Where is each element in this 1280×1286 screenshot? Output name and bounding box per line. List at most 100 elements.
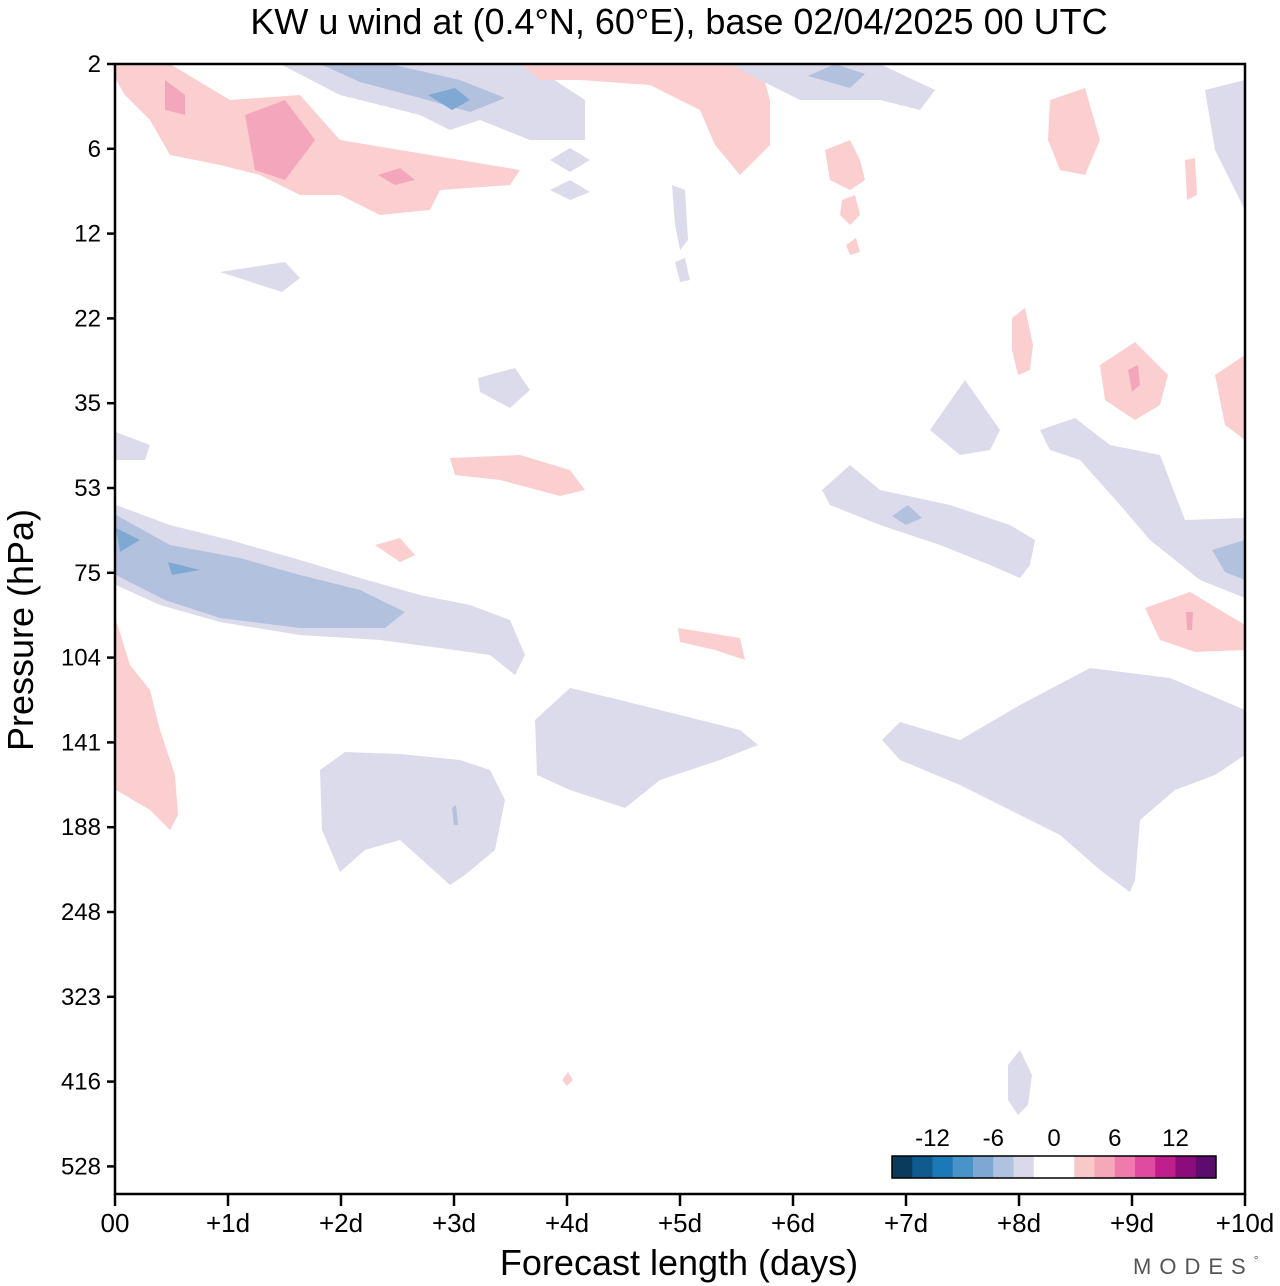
contour-region-negative: [892, 505, 922, 525]
contour-region-negative: [822, 465, 1035, 578]
x-tick-label: +1d: [206, 1208, 250, 1238]
colorbar-swatch: [1135, 1156, 1156, 1178]
y-axis-label: Pressure (hPa): [0, 509, 41, 751]
colorbar-swatch: [1114, 1156, 1136, 1178]
y-tick-label: 528: [61, 1153, 101, 1180]
x-tick-label: +2d: [319, 1208, 363, 1238]
x-tick-label: +5d: [658, 1208, 702, 1238]
colorbar-swatch: [1175, 1156, 1197, 1178]
contour-region-positive: [840, 195, 860, 225]
contour-region-negative: [220, 262, 300, 292]
chart-title: KW u wind at (0.4°N, 60°E), base 02/04/2…: [250, 1, 1107, 42]
y-axis: 2 6 12 22 35 53 75 104 141 188 248 323 416 528: [61, 51, 115, 1180]
contour-region-positive: [116, 620, 178, 830]
x-tick-label: +7d: [884, 1208, 928, 1238]
x-tick-label: +6d: [771, 1208, 815, 1238]
contour-region-positive: [678, 628, 745, 660]
contour-region-positive: [245, 100, 315, 180]
colorbar: -12 -6 0 6 12: [891, 1125, 1217, 1179]
contour-region-positive: [375, 538, 415, 562]
contour-region-positive: [1215, 355, 1245, 440]
contour-region-negative: [882, 668, 1245, 892]
contour-region-negative: [428, 88, 470, 110]
y-tick-label: 248: [61, 899, 101, 926]
x-tick-label: +4d: [545, 1208, 589, 1238]
contour-region-negative: [550, 148, 590, 172]
x-tick-label: +3d: [432, 1208, 476, 1238]
contour-region-positive: [1185, 158, 1197, 200]
x-tick-label: 00: [101, 1208, 130, 1238]
x-tick-label: +8d: [997, 1208, 1041, 1238]
contour-region-negative: [1212, 540, 1245, 580]
contour-region-negative: [672, 185, 688, 250]
y-tick-label: 75: [74, 560, 101, 587]
contour-region-negative: [280, 64, 585, 140]
contour-region-negative: [116, 432, 150, 460]
colorbar-swatch: [1013, 1156, 1035, 1178]
contour-region-positive: [846, 238, 860, 255]
contour-region-positive: [562, 1072, 573, 1086]
colorbar-tick-label: 0: [1047, 1125, 1060, 1152]
colorbar-swatch: [892, 1156, 913, 1178]
contour-region-negative: [808, 64, 865, 88]
contour-region-negative: [675, 258, 690, 282]
y-tick-label: 53: [74, 475, 101, 502]
colorbar-swatch: [973, 1156, 994, 1178]
x-tick-label: +9d: [1110, 1208, 1154, 1238]
colorbar-tick-label: -12: [915, 1125, 950, 1152]
contour-region-negative: [535, 688, 758, 808]
contour-region-negative: [550, 180, 590, 200]
y-tick-label: 416: [61, 1069, 101, 1096]
x-axis: 00 +1d +2d +3d +4d +5d +6d +7d +8d +9d +10d: [101, 1194, 1275, 1238]
colorbar-swatch: [993, 1156, 1014, 1178]
y-tick-label: 104: [61, 645, 101, 672]
colorbar-frame: [891, 1155, 1217, 1179]
contour-region-positive: [1048, 88, 1100, 175]
colorbar-tick-label: 12: [1162, 1125, 1189, 1152]
y-tick-label: 323: [61, 984, 101, 1011]
y-tick-label: 188: [61, 814, 101, 841]
colorbar-swatch: [1094, 1156, 1116, 1178]
contour-region-negative: [452, 805, 458, 825]
contour-region-negative: [168, 562, 200, 575]
y-tick-label: 141: [61, 729, 101, 756]
colorbar-swatch: [932, 1156, 954, 1178]
y-tick-label: 2: [88, 51, 101, 78]
contour-fills: [116, 64, 1245, 1115]
colorbar-swatch: [912, 1156, 933, 1178]
colorbar-swatch: [1033, 1156, 1055, 1178]
contour-region-positive: [116, 64, 520, 215]
colorbar-tick-label: -6: [983, 1125, 1004, 1152]
contour-region-negative: [930, 380, 1000, 455]
contour-region-positive: [1012, 308, 1033, 375]
colorbar-swatch: [1074, 1156, 1095, 1178]
y-tick-label: 35: [74, 390, 101, 417]
contour-region-negative: [1205, 80, 1245, 210]
contour-region-positive: [825, 140, 865, 190]
contour-region-positive: [520, 64, 770, 175]
contour-region-negative: [116, 528, 140, 552]
contour-region-negative: [1008, 1050, 1032, 1115]
contour-region-negative: [116, 515, 405, 628]
colorbar-swatch: [1155, 1156, 1176, 1178]
x-axis-label: Forecast length (days): [500, 1242, 858, 1283]
colorbar-swatch: [952, 1156, 974, 1178]
y-tick-label: 12: [74, 221, 101, 248]
contour-region-negative: [320, 752, 505, 885]
contour-region-positive: [165, 80, 185, 115]
x-tick-label: +10d: [1216, 1208, 1275, 1238]
colorbar-swatch: [1054, 1156, 1075, 1178]
contour-region-positive: [1145, 592, 1245, 652]
contour-region-positive: [1128, 365, 1140, 392]
contour-region-negative: [478, 368, 530, 408]
contour-region-positive: [450, 455, 585, 496]
contour-region-negative: [1040, 418, 1245, 598]
modes-logo: MODES°: [1133, 1253, 1259, 1279]
colorbar-swatch: [1195, 1156, 1217, 1178]
contour-region-negative: [730, 64, 935, 110]
colorbar-tick-label: 6: [1108, 1125, 1121, 1152]
contour-region-positive: [378, 168, 415, 185]
y-tick-label: 6: [88, 136, 101, 163]
y-tick-label: 22: [74, 305, 101, 332]
